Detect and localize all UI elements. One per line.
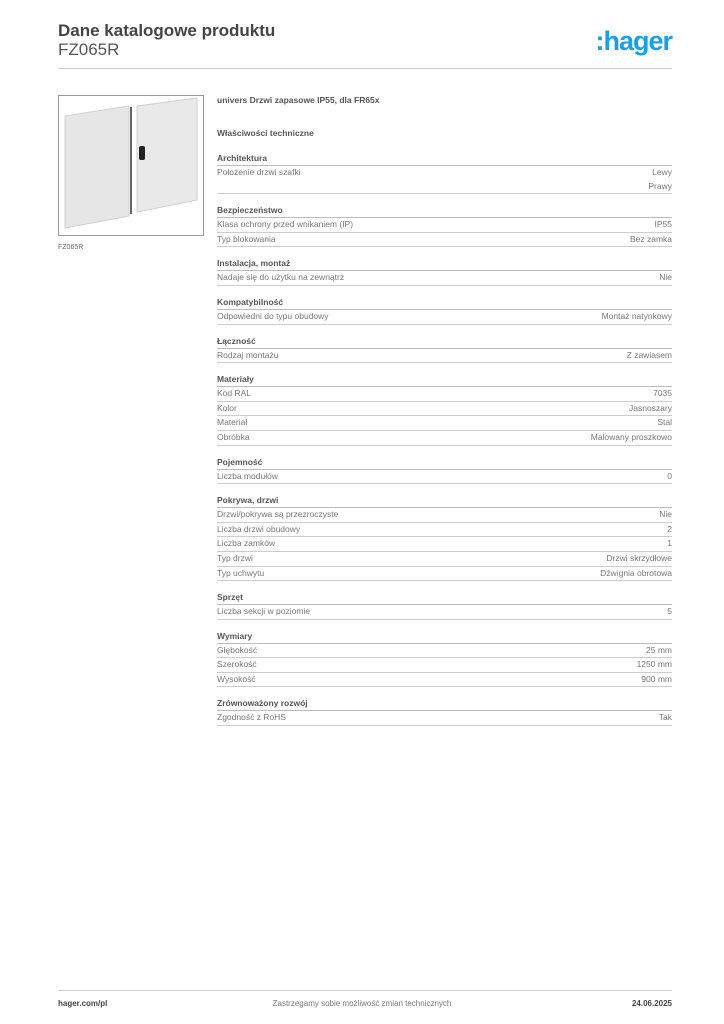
spec-row: Liczba drzwi obudowy 2 — [217, 523, 672, 538]
section-title: Pojemność — [217, 455, 672, 470]
spec-row: Odpowiedni do typu obudowy Montaż natynko… — [217, 310, 672, 325]
spec-section: Instalacja, montaż Nadaje się do użytku n… — [217, 256, 672, 286]
spec-section: Kompatybilność Odpowiedni do typu obudowy… — [217, 295, 672, 325]
spec-label: Odpowiedni do typu obudowy — [217, 310, 329, 321]
spec-value: Drzwi skrzydłowe — [606, 552, 672, 563]
spec-label: Liczba modułów — [217, 470, 278, 481]
spec-row: Kod RAL 7035 — [217, 387, 672, 402]
spec-section: Materiały Kod RAL 7035 Kolor Jasnoszary Mater… — [217, 372, 672, 446]
spec-value: 5 — [667, 606, 672, 617]
properties-title: Właściwości techniczne — [217, 128, 314, 138]
spec-value: 7035 — [653, 388, 672, 399]
spec-value: Malowany proszkowo — [590, 431, 672, 442]
page-title: Dane katalogowe produktu — [58, 21, 276, 40]
footer-notice: Zastrzegamy sobie możliwość zmian techni… — [272, 999, 452, 1008]
section-title: Wymiary — [217, 629, 672, 644]
section-title: Instalacja, montaż — [217, 256, 672, 272]
spec-label: Liczba sekcji w poziomie — [217, 606, 311, 617]
section-title: Kompatybilność — [217, 295, 672, 310]
spec-label: Typ uchwytu — [217, 567, 265, 578]
spec-value: 1250 mm — [636, 659, 672, 670]
spec-value: Bez zamka — [629, 233, 672, 244]
section-title: Łączność — [217, 334, 672, 349]
spec-value: 900 mm — [641, 673, 672, 684]
spec-row: Wysokość 900 mm — [217, 673, 672, 688]
footer-date: 24.06.2025 — [631, 999, 672, 1008]
spec-row: Typ uchwytu Dźwignia obrotowa — [217, 567, 672, 582]
spec-row: Typ drzwi Drzwi skrzydłowe — [217, 552, 672, 567]
spec-value: Z zawiasem — [626, 349, 672, 360]
spec-label: Liczba drzwi obudowy — [217, 523, 301, 534]
product-description: univers Drzwi zapasowe IP55, dla FR65x — [217, 95, 380, 105]
footer-website: hager.com/pl — [58, 999, 108, 1008]
spec-label: Wysokość — [217, 673, 256, 684]
spec-section: Sprzęt Liczba sekcji w poziomie 5 — [217, 590, 672, 620]
spec-label: Położenie drzwi szafki — [217, 167, 301, 177]
spec-label: Liczba zamków — [217, 538, 276, 549]
spec-row: Typ blokowania Bez zamka — [217, 233, 672, 248]
spec-label: Typ blokowania — [217, 233, 276, 244]
spec-row: Położenie drzwi szafki Lewy Prawy — [217, 166, 672, 195]
spec-row: Rodzaj montażu Z zawiasem — [217, 349, 672, 364]
spec-row: Drzwi/pokrywa są przezroczyste Nie — [217, 508, 672, 523]
section-title: Architektura — [217, 151, 672, 166]
spec-section: Pokrywa, drzwi Drzwi/pokrywa są przezrocz… — [217, 493, 672, 582]
spec-label: Klasa ochrony przed wnikaniem (IP) — [217, 219, 354, 230]
spec-value: Tak — [658, 712, 672, 723]
spec-label: Drzwi/pokrywa są przezroczyste — [217, 509, 339, 520]
spec-section: Bezpieczeństwo Klasa ochrony przed wnikan… — [217, 203, 672, 248]
divider — [58, 68, 672, 69]
section-title: Sprzęt — [217, 590, 672, 606]
product-code: FZ065R — [58, 40, 120, 59]
section-title: Zrównoważony rozwój — [217, 696, 672, 712]
hager-logo: :hager — [595, 26, 673, 56]
spec-row: Głębokość 25 mm — [217, 644, 672, 659]
spec-row: Zgodność z RoHS Tak — [217, 711, 672, 727]
spec-section: Łączność Rodzaj montażu Z zawiasem — [217, 334, 672, 364]
product-details: univers Drzwi zapasowe IP55, dla FR65x W… — [217, 95, 672, 727]
spec-label: Nadaje się do użytku na zewnątrz — [217, 272, 345, 283]
spec-row: Liczba zamków 1 — [217, 537, 672, 552]
spec-label: Materiał — [217, 417, 248, 428]
spec-row: Liczba modułów 0 — [217, 470, 672, 485]
divider — [58, 990, 672, 991]
spec-row: Liczba sekcji w poziomie 5 — [217, 605, 672, 620]
spec-value: 0 — [667, 470, 672, 481]
spec-label: Zgodność z RoHS — [217, 712, 286, 723]
image-caption: FZ065R — [58, 244, 84, 251]
section-title: Materiały — [217, 372, 672, 388]
spec-section: Zrównoważony rozwój Zgodność z RoHS Tak — [217, 696, 672, 727]
section-title: Pokrywa, drzwi — [217, 493, 672, 509]
spec-value: Stal — [657, 417, 672, 428]
spec-row: Szerokość 1250 mm — [217, 658, 672, 673]
spec-label: Głębokość — [217, 644, 258, 655]
spec-value: 25 mm — [646, 644, 672, 655]
spec-value: Nie — [659, 509, 672, 520]
spec-value: 2 — [667, 523, 672, 534]
spec-section: Architektura Położenie drzwi szafki Lewy P… — [217, 151, 672, 195]
spec-label: Szerokość — [217, 659, 257, 670]
product-image — [58, 95, 204, 236]
spec-value: Montaż natynkowy — [601, 310, 672, 321]
spec-section: Wymiary Głębokość 25 mm Szerokość 1250 mm Wys… — [217, 629, 672, 688]
spec-label: Kod RAL — [217, 388, 252, 399]
spec-label: Obróbka — [217, 431, 250, 442]
spec-value: Nie — [659, 272, 672, 283]
spec-row: Nadaje się do użytku na zewnątrz Nie — [217, 271, 672, 286]
spec-value: Dźwignia obrotowa — [600, 567, 672, 578]
spec-row: Obróbka Malowany proszkowo — [217, 431, 672, 446]
spec-row: Materiał Stal — [217, 416, 672, 431]
spec-value: Jasnoszary — [629, 402, 672, 413]
spec-label: Rodzaj montażu — [217, 349, 279, 360]
section-title: Bezpieczeństwo — [217, 203, 672, 219]
spec-value: 1 — [667, 538, 672, 549]
spec-value: IP55 — [654, 219, 673, 230]
spec-label: Typ drzwi — [217, 552, 253, 563]
spec-row: Klasa ochrony przed wnikaniem (IP) IP55 — [217, 218, 672, 233]
spec-label: Kolor — [217, 402, 237, 413]
spec-value: Lewy Prawy — [648, 167, 672, 191]
spec-row: Kolor Jasnoszary — [217, 402, 672, 417]
spec-section: Pojemność Liczba modułów 0 — [217, 455, 672, 485]
spec-sections: Architektura Położenie drzwi szafki Lewy P… — [217, 151, 672, 727]
